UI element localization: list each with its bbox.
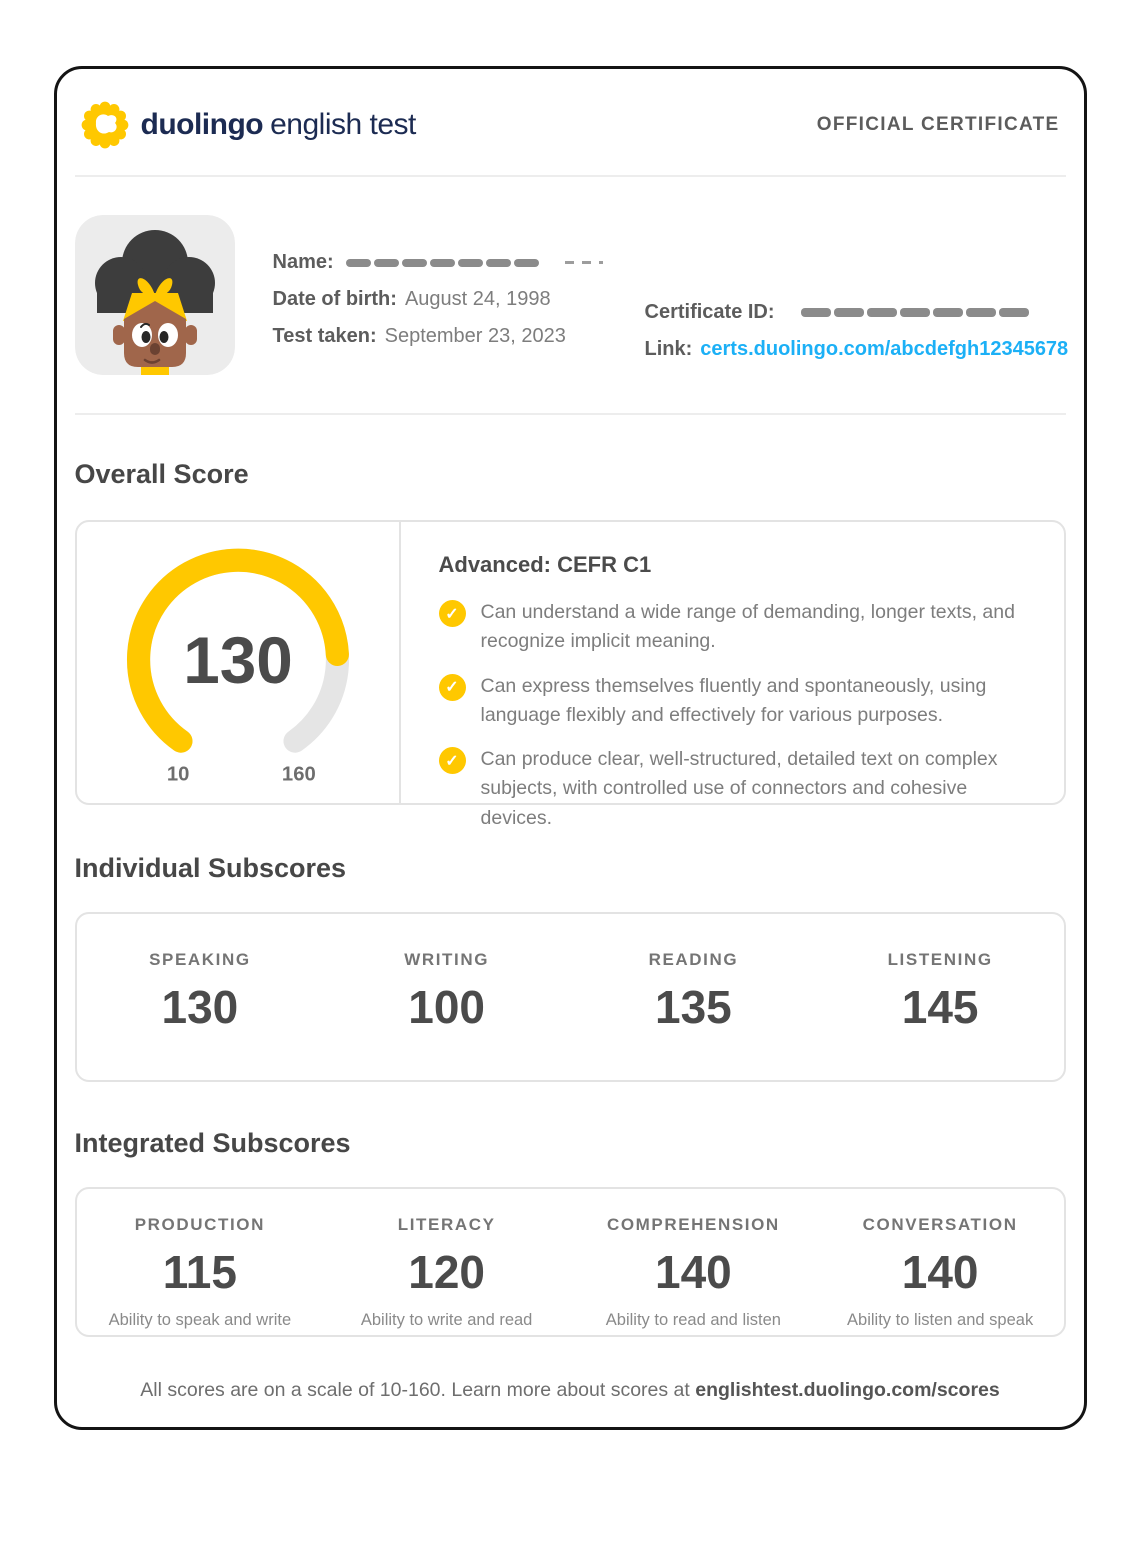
subscore-value: 145 bbox=[901, 981, 979, 1033]
subscore-label: READING bbox=[648, 950, 739, 969]
subscore-value: 140 bbox=[655, 1246, 732, 1298]
check-icon: ✓ bbox=[438, 673, 466, 701]
link-row: Link: certs.duolingo.com/abcdefgh1234567… bbox=[645, 338, 1069, 361]
subscore-description: Ability to read and listen bbox=[605, 1311, 781, 1329]
gauge-panel: 130 10 160 bbox=[77, 522, 401, 803]
header: duolingo english test OFFICIAL CERTIFICAT… bbox=[75, 69, 1066, 151]
duolingo-logo-icon bbox=[81, 101, 128, 149]
subscore-value: 120 bbox=[408, 1246, 485, 1298]
profile-right-column: Certificate ID: Link: certs.duolingo.com… bbox=[645, 215, 1069, 377]
subscore-speaking: SPEAKING 130 bbox=[77, 950, 324, 1080]
profile-section: Name: Date of birth: August 24, 1998 Tes… bbox=[74, 215, 1069, 377]
subscore-label: LITERACY bbox=[397, 1215, 496, 1234]
cefr-bullet: ✓ Can understand a wide range of demandi… bbox=[438, 598, 1030, 657]
name-row: Name: bbox=[273, 251, 603, 274]
subscore-description: Ability to write and read bbox=[360, 1311, 533, 1329]
individual-subscores-card: SPEAKING 130 WRITING 100 READING 135 LIS… bbox=[74, 912, 1066, 1082]
dob-value: August 24, 1998 bbox=[404, 288, 551, 310]
name-label: Name: bbox=[272, 251, 334, 273]
subscore-label: LISTENING bbox=[887, 950, 993, 969]
name-redacted-dashes bbox=[564, 261, 603, 264]
subscore-value: 100 bbox=[408, 981, 485, 1033]
subscore-comprehension: COMPREHENSION 140 Ability to read and li… bbox=[570, 1215, 817, 1335]
subscore-description: Ability to listen and speak bbox=[847, 1311, 1034, 1329]
check-icon: ✓ bbox=[438, 600, 466, 627]
subscore-listening: LISTENING 145 bbox=[817, 950, 1064, 1080]
test-taken-row: Test taken: September 23, 2023 bbox=[273, 325, 603, 348]
integrated-subscores-heading: Integrated Subscores bbox=[74, 1128, 351, 1158]
check-icon: ✓ bbox=[438, 747, 466, 774]
certificate-id-row: Certificate ID: bbox=[645, 301, 1069, 324]
footer-note: All scores are on a scale of 10-160. Lea… bbox=[75, 1379, 1066, 1402]
certificate-link[interactable]: certs.duolingo.com/abcdefgh12345678 bbox=[700, 338, 1069, 360]
brand-wordmark: duolingo english test bbox=[140, 108, 417, 142]
subscore-reading: READING 135 bbox=[570, 950, 817, 1080]
profile-divider bbox=[74, 413, 1066, 415]
integrated-subscores-card: PRODUCTION 115 Ability to speak and writ… bbox=[74, 1187, 1066, 1337]
gauge-value: 130 bbox=[183, 624, 293, 697]
cefr-bullet-text: Can express themselves fluently and spon… bbox=[480, 674, 987, 726]
link-label: Link: bbox=[644, 338, 693, 360]
dob-label: Date of birth: bbox=[272, 288, 397, 310]
gauge-min-label: 10 bbox=[166, 763, 189, 785]
subscore-literacy: LITERACY 120 Ability to write and read bbox=[323, 1215, 570, 1335]
overall-score-gauge: 130 10 160 bbox=[126, 548, 349, 785]
cefr-bullet-text: Can produce clear, well-structured, deta… bbox=[480, 748, 998, 829]
subscore-label: WRITING bbox=[404, 950, 490, 969]
gauge-max-label: 160 bbox=[281, 763, 315, 785]
subscore-value: 115 bbox=[162, 1246, 237, 1298]
cefr-bullet: ✓ Can express themselves fluently and sp… bbox=[438, 672, 1030, 731]
subscore-label: PRODUCTION bbox=[134, 1215, 266, 1234]
avatar bbox=[74, 215, 235, 375]
subscore-writing: WRITING 100 bbox=[323, 950, 570, 1080]
name-redacted-bar bbox=[345, 258, 539, 267]
footer-text: All scores are on a scale of 10-160. Lea… bbox=[140, 1379, 696, 1401]
brand-wordmark-regular: english test bbox=[270, 108, 416, 141]
subscore-production: PRODUCTION 115 Ability to speak and writ… bbox=[77, 1215, 324, 1335]
subscore-value: 140 bbox=[901, 1246, 979, 1298]
overall-score-heading: Overall Score bbox=[74, 459, 249, 489]
footer-scores-url: englishtest.duolingo.com/scores bbox=[695, 1379, 1000, 1401]
certificate-id-redacted-bar bbox=[800, 308, 1029, 317]
individual-subscores-heading: Individual Subscores bbox=[74, 853, 347, 883]
test-taken-value: September 23, 2023 bbox=[384, 325, 566, 347]
subscore-description: Ability to speak and write bbox=[108, 1311, 292, 1329]
brand: duolingo english test bbox=[81, 101, 416, 149]
subscore-conversation: CONVERSATION 140 Ability to listen and s… bbox=[817, 1215, 1064, 1335]
subscore-value: 135 bbox=[655, 981, 732, 1033]
subscore-label: SPEAKING bbox=[149, 950, 251, 969]
overall-score-card: 130 10 160 Advanced: CEFR C1 ✓ Can under… bbox=[74, 520, 1066, 829]
subscore-value: 130 bbox=[161, 981, 239, 1033]
cefr-description-panel: Advanced: CEFR C1 ✓ Can understand a wid… bbox=[401, 522, 1064, 829]
brand-wordmark-bold: duolingo bbox=[140, 108, 264, 141]
certificate-id-label: Certificate ID: bbox=[644, 301, 775, 323]
dob-row: Date of birth: August 24, 1998 bbox=[273, 288, 603, 311]
official-certificate-label: OFFICIAL CERTIFICATE bbox=[816, 114, 1060, 135]
cefr-bullet-text: Can understand a wide range of demanding… bbox=[480, 601, 1015, 653]
subscore-label: COMPREHENSION bbox=[606, 1215, 780, 1234]
subscore-label: CONVERSATION bbox=[862, 1215, 1018, 1234]
test-taken-label: Test taken: bbox=[272, 325, 377, 347]
profile-left-column: Name: Date of birth: August 24, 1998 Tes… bbox=[273, 215, 603, 377]
cefr-level-title: Advanced: CEFR C1 bbox=[438, 552, 652, 577]
certificate-sheet: duolingo english test OFFICIAL CERTIFICAT… bbox=[53, 66, 1087, 1430]
cefr-bullet: ✓ Can produce clear, well-structured, de… bbox=[438, 745, 1030, 833]
header-divider bbox=[74, 175, 1066, 177]
gauge-filled-arc bbox=[126, 548, 349, 753]
